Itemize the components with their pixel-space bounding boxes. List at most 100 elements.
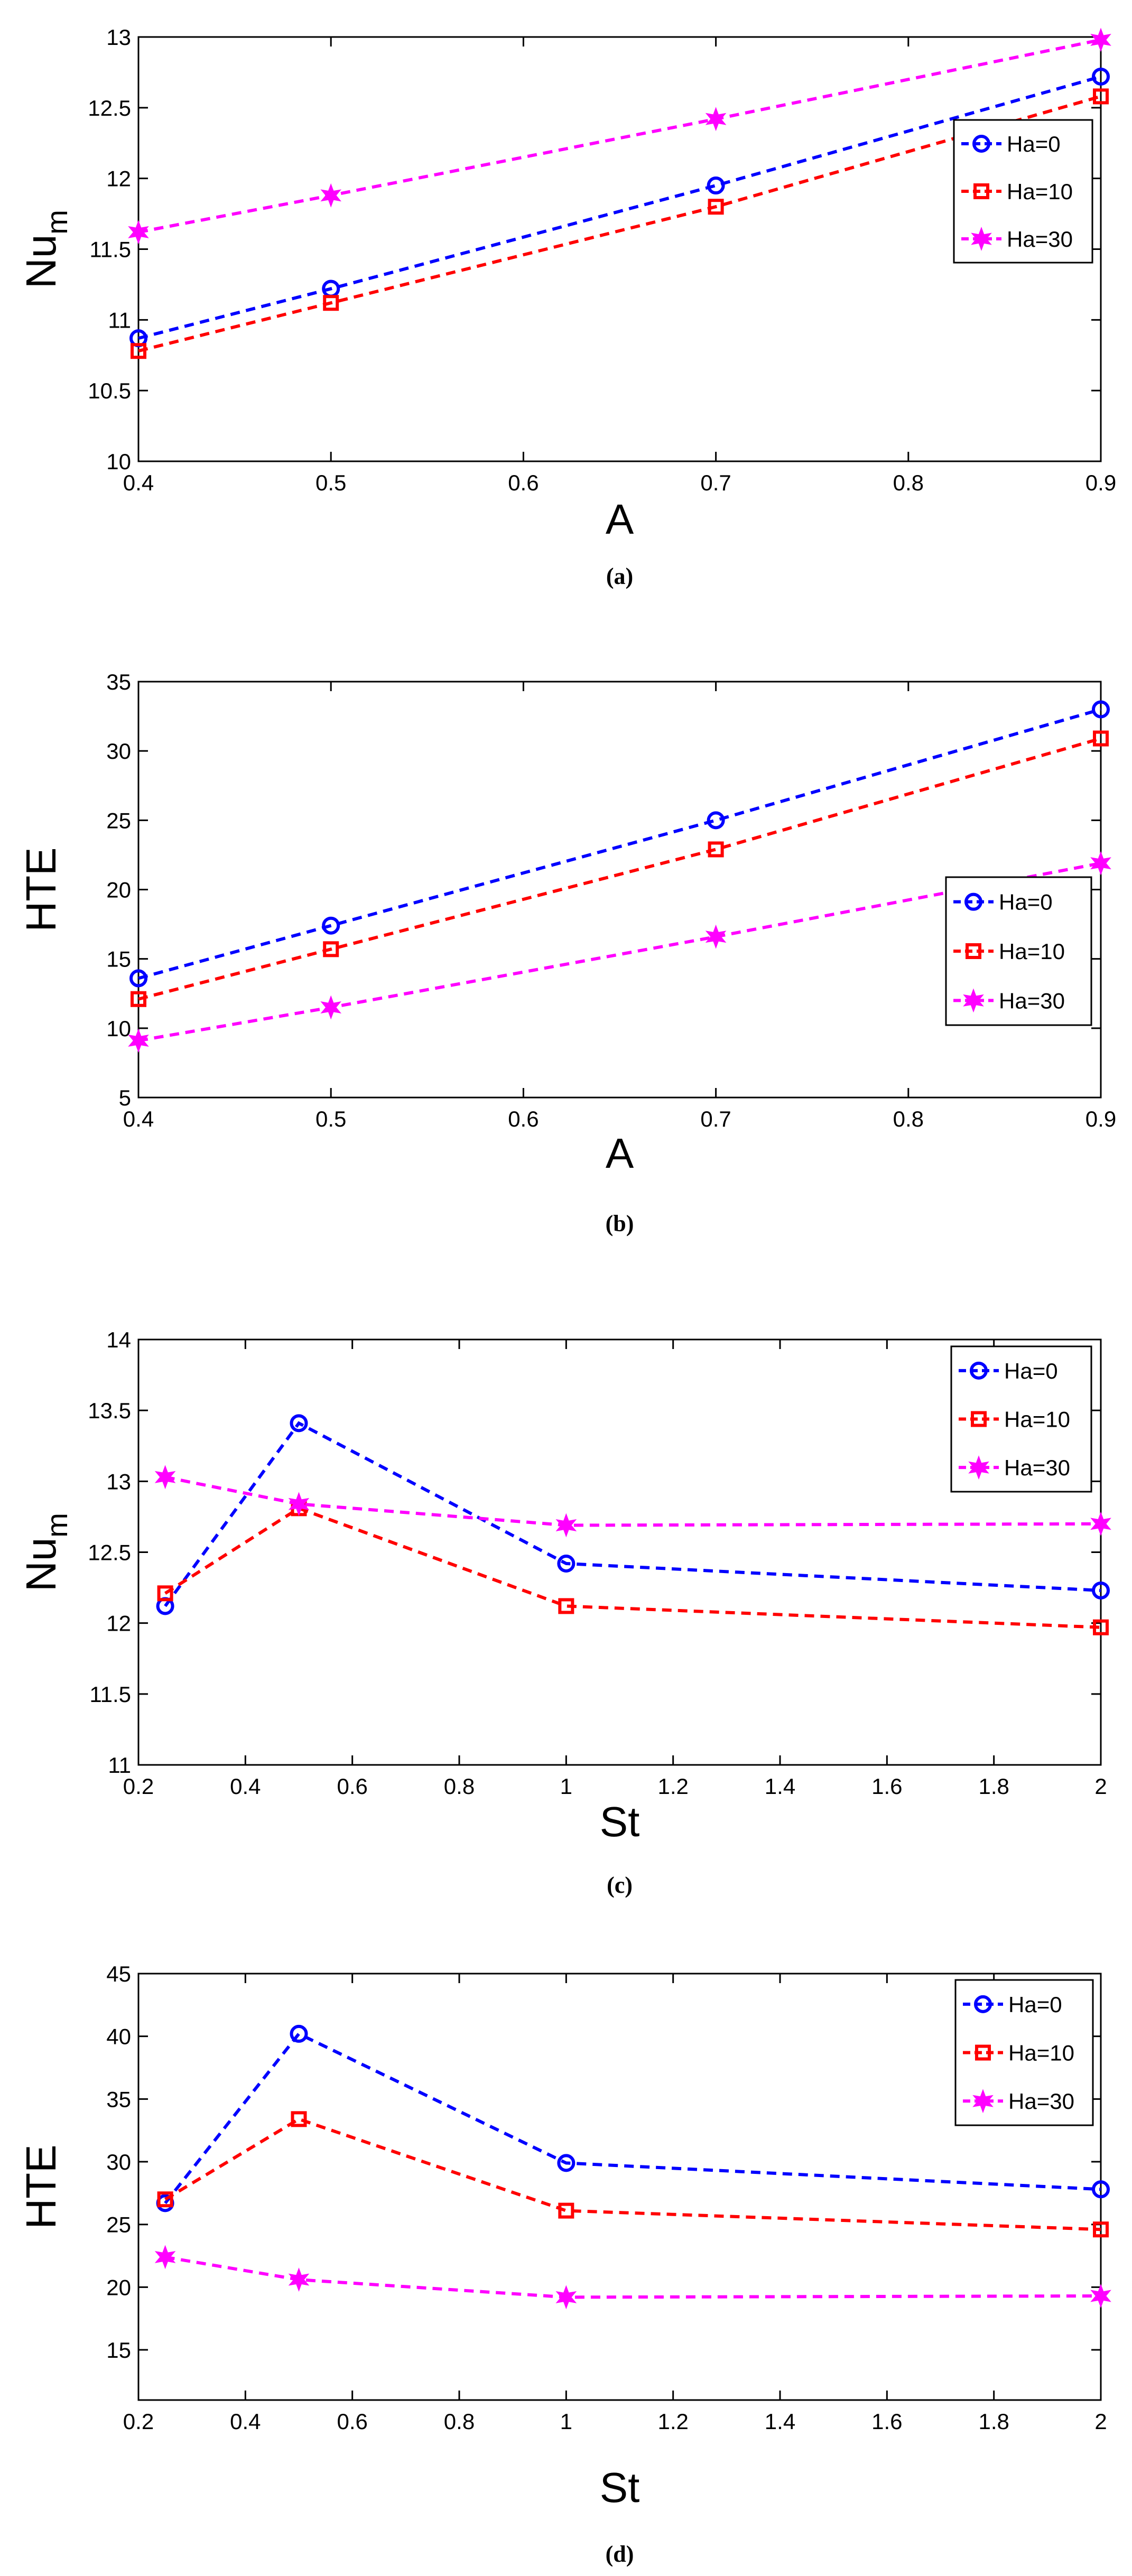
series-Ha=10 [157,2111,1109,2238]
x-tick-label: 0.6 [337,1774,367,1799]
x-tick-label: 0.6 [508,1106,539,1131]
legend-marker [966,943,981,959]
y-tick-label: 11.5 [89,237,131,262]
x-tick-label: 0.6 [508,470,539,495]
x-axis-label: St [600,1798,640,1845]
series-Ha=30 [154,2245,1111,2310]
legend-label: Ha=10 [999,939,1065,964]
series-line [138,95,1101,353]
data-point [1090,27,1111,52]
legend-label: Ha=10 [1004,1407,1070,1432]
x-tick-label: 1.8 [978,1774,1009,1799]
plot-area [137,681,1102,1099]
legend: Ha=0 Ha=10 Ha=30 [954,1979,1094,2126]
y-tick-label: 45 [106,1961,131,1986]
data-point [323,295,339,311]
y-tick-label: 15 [106,2338,131,2363]
y-axis-label: HTE [17,848,64,932]
y-axis-label-main: HTE [17,2145,64,2229]
legend-label: Ha=30 [1004,1455,1070,1480]
data-point [154,2245,176,2270]
y-axis-label-subscript: m [40,210,73,235]
legend-label: Ha=30 [999,988,1065,1013]
legend-marker [968,1455,989,1480]
data-point [290,2024,308,2043]
x-tick-label: 1 [560,1774,572,1799]
plot-area [137,36,1102,462]
legend-marker [971,1411,987,1427]
y-tick-label: 15 [106,947,131,972]
data-point [288,1492,310,1517]
y-tick-label: 25 [106,808,131,833]
x-tick-label: 1.2 [657,2409,688,2434]
legend-label: Ha=10 [1007,179,1073,204]
data-point [128,1028,149,1053]
data-point [320,183,341,208]
x-tick-label: 0.5 [316,470,346,495]
legend-label: Ha=30 [1007,227,1073,252]
x-tick-label: 0.8 [444,2409,475,2434]
y-axis-label-main: Nu [17,235,64,289]
series-line [138,75,1101,340]
y-tick-label: 35 [106,2087,131,2112]
y-tick-label: 12.5 [88,1540,131,1565]
chart-c: 0.2 0.4 0.6 0.8 1 1.2 1.4 1.6 1.8 2 11 11.5 12 12.5 13… [17,1327,1111,1898]
data-point [131,991,146,1007]
y-tick-label: 25 [106,2212,131,2237]
legend: Ha=0 Ha=10 Ha=30 [953,119,1093,264]
x-tick-label: 0.2 [123,2409,154,2434]
y-tick-label: 5 [119,1085,131,1110]
series-Ha=30 [128,851,1111,1053]
data-point [320,995,341,1020]
y-axis-label: HTE [17,2145,64,2229]
x-tick-label: 1.8 [978,2409,1009,2434]
x-tick-label: 0.7 [700,1106,731,1131]
data-point [290,1414,308,1433]
series-line [138,861,1101,1043]
x-tick-label: 0.9 [1085,470,1116,495]
data-point [555,2285,577,2310]
series-Ha=0 [129,700,1110,988]
series-line [138,38,1101,234]
y-tick-label: 11 [108,308,131,332]
chart-a: 0.4 0.5 0.6 0.7 0.8 0.9 10 10.5 11 11.5 12 12.5 13 A N… [17,25,1116,589]
x-tick-label: 1.4 [765,2409,795,2434]
legend-label: Ha=0 [999,890,1053,915]
x-tick-label: 0.2 [123,1774,154,1799]
legend: Ha=0 Ha=10 Ha=30 [945,876,1092,1026]
y-tick-label: 13.5 [88,1398,131,1423]
legend-marker [970,1361,988,1380]
data-point [1090,851,1111,876]
y-axis-label: Num [17,1513,73,1592]
legend-marker [975,2044,991,2061]
x-tick-label: 1.2 [657,1774,688,1799]
x-tick-label: 0.4 [123,1106,154,1131]
y-tick-label: 11.5 [89,1682,131,1707]
legend-marker [972,135,990,153]
y-tick-label: 20 [106,878,131,903]
data-point [708,841,724,858]
x-tick-label: 0.4 [123,470,154,495]
data-point [288,2267,310,2292]
chart-d: 0.2 0.4 0.6 0.8 1 1.2 1.4 1.6 1.8 2 15 20 25 30 35 40 45… [17,1961,1111,2567]
figure-caption: (b) [606,1211,634,1236]
x-tick-label: 2 [1094,2409,1107,2434]
y-tick-label: 12.5 [88,96,131,120]
x-tick-label: 1.4 [765,1774,795,1799]
series-Ha=10 [131,88,1109,359]
x-axis-label: A [606,1130,634,1177]
legend-label: Ha=0 [1008,1992,1062,2017]
x-tick-label: 0.5 [316,1106,346,1131]
y-tick-label: 12 [106,166,131,191]
data-point [291,2111,307,2127]
y-axis-label-main: HTE [17,848,64,932]
legend-label: Ha=0 [1004,1359,1058,1383]
y-axis-label: Num [17,210,73,289]
data-point [558,2202,574,2219]
legend-marker [974,1995,992,2013]
series-line [164,2117,1101,2231]
y-tick-label: 13 [106,25,131,50]
figure-caption: (d) [606,2541,634,2567]
figure-caption: (c) [607,1872,633,1898]
